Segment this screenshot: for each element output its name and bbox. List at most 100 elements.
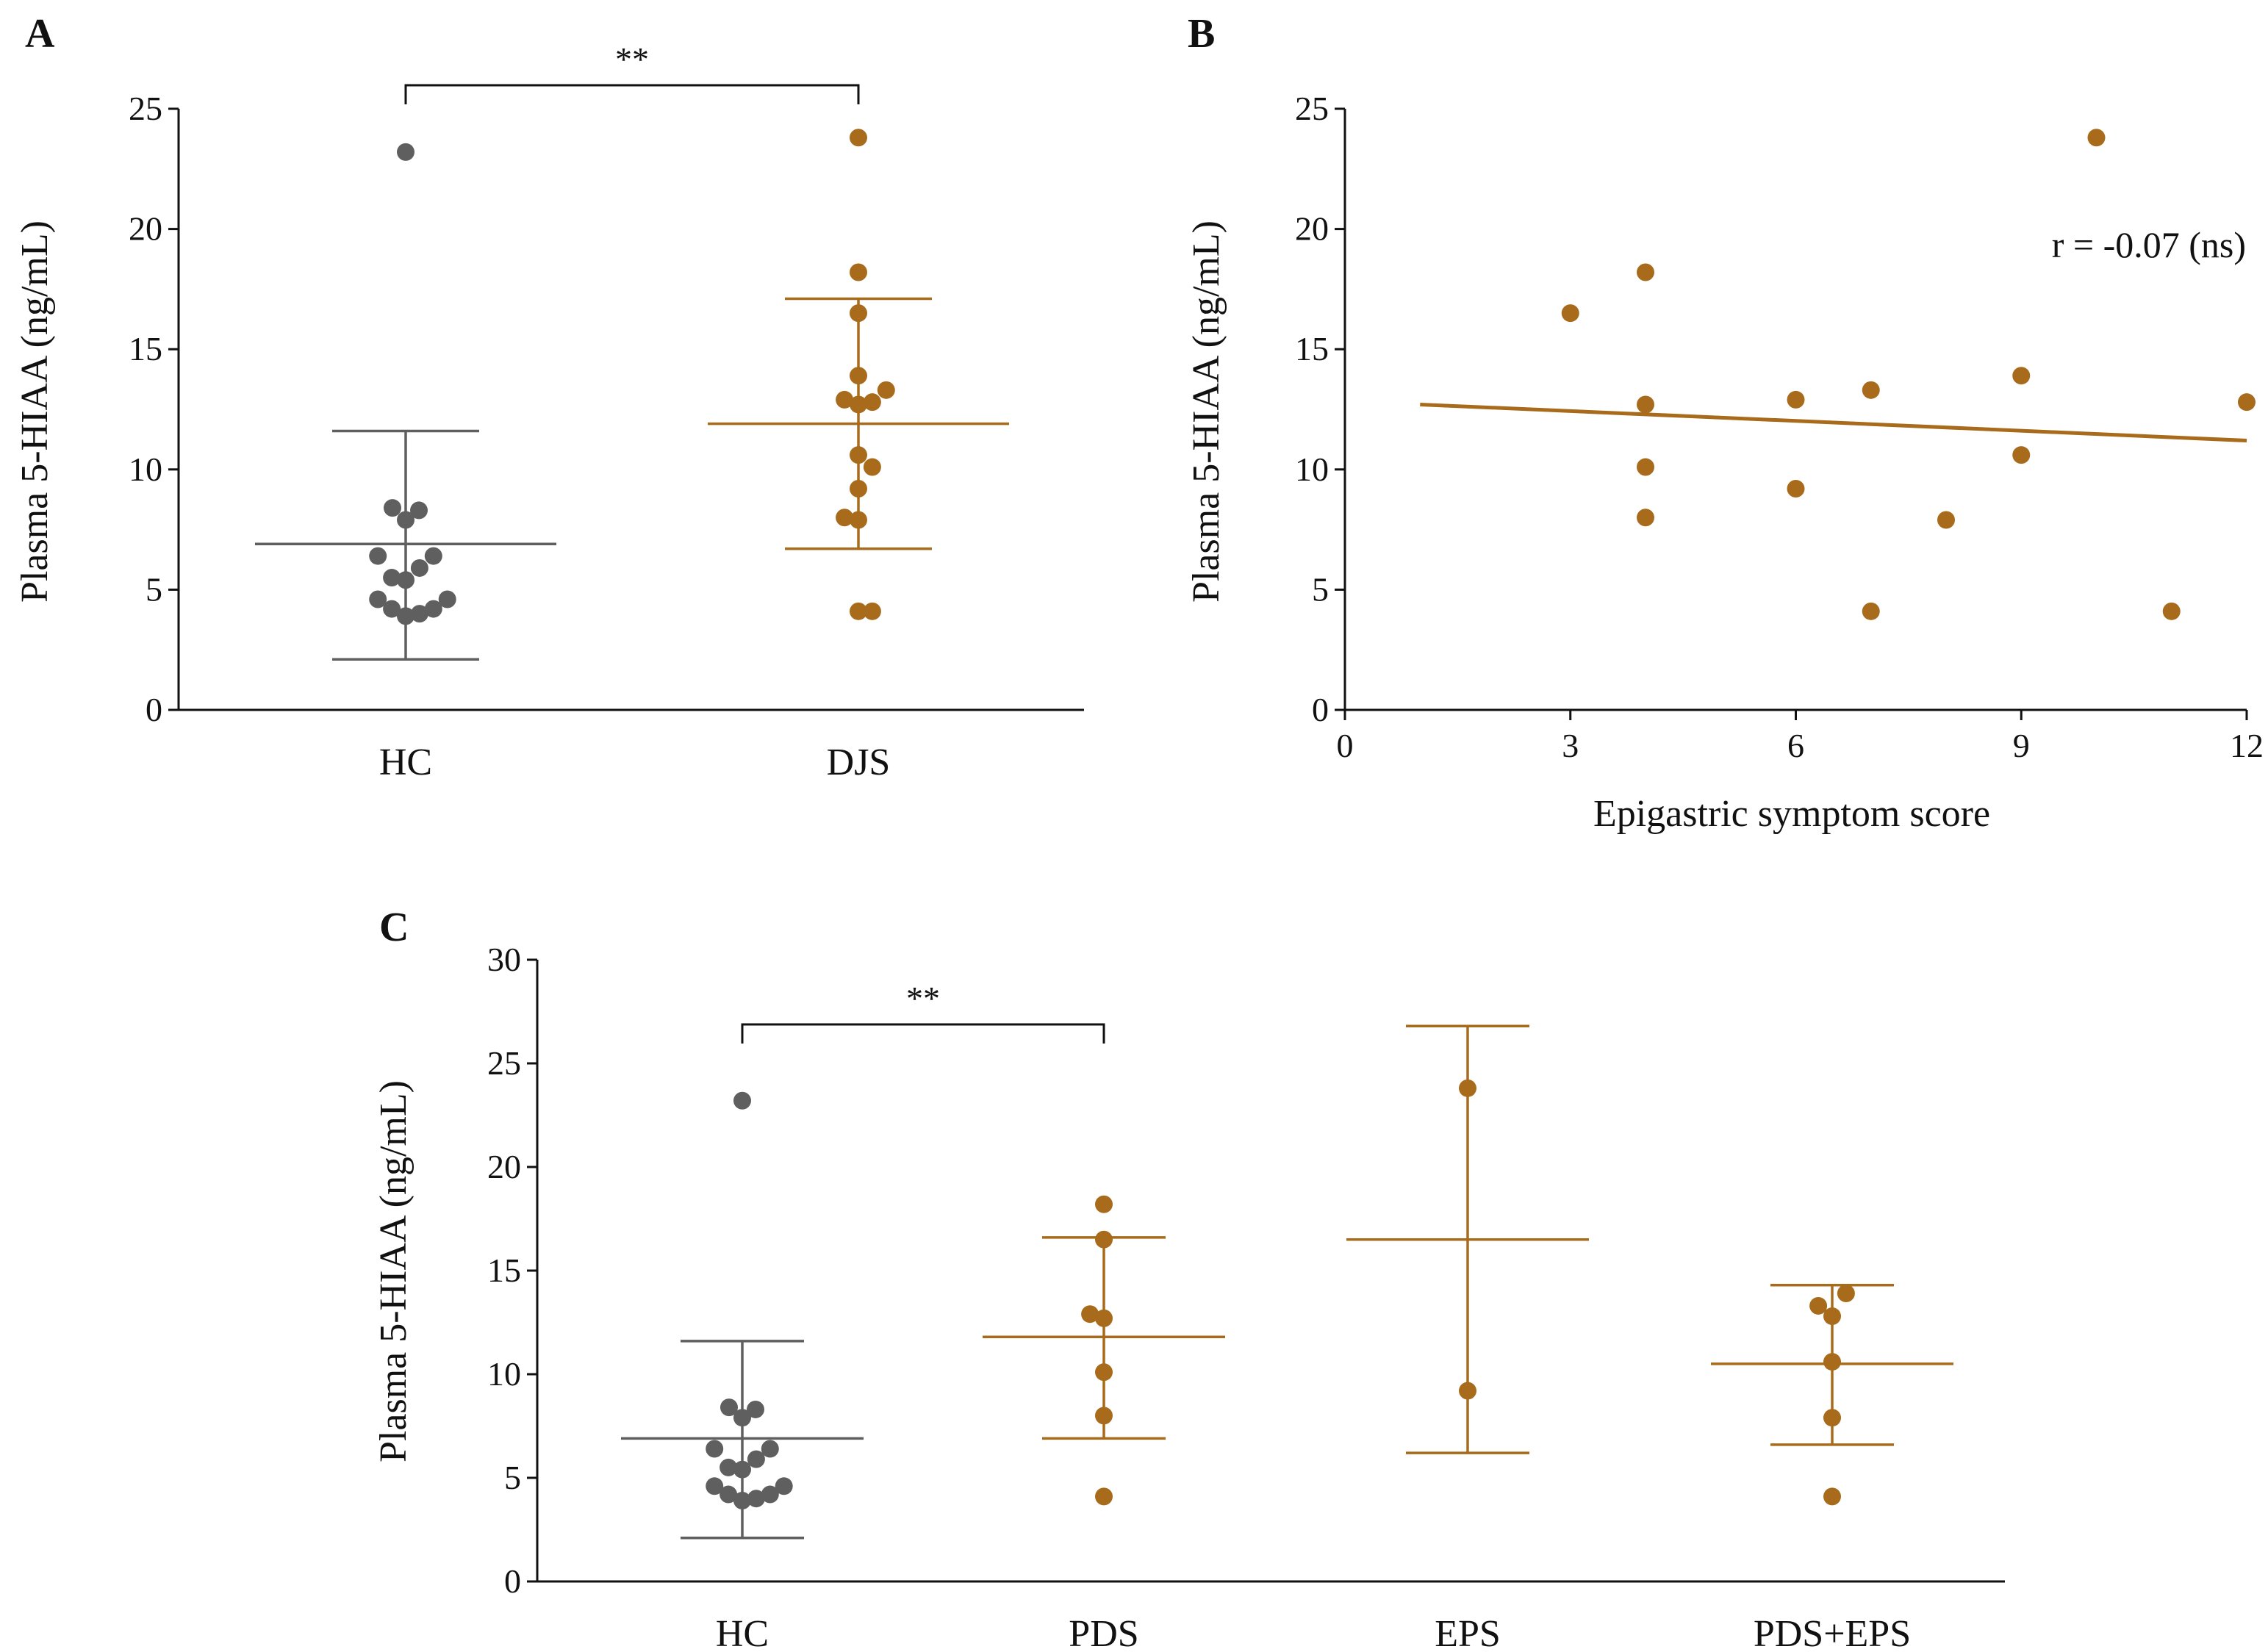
panel-b-point-11 [2012,446,2031,464]
panel-b-x-tick-label-9: 9 [2013,727,2030,764]
panel-a-hc-point-10 [438,590,456,608]
panel-b-y-tick-label-25: 25 [1295,90,1329,127]
panel-c-y-tick-label-15: 15 [487,1251,521,1289]
panel-c-pds-point-0 [1095,1195,1113,1213]
panel-c-pds-eps-label: PDS+EPS [1754,1613,1911,1652]
panel-a-hc-point-0 [397,143,415,161]
panel-a-hc-point-7 [383,569,401,587]
panel-c-y-tick-label-5: 5 [504,1459,521,1496]
panel-b-y-tick-label-15: 15 [1295,330,1329,367]
panel-b-fit-line [1420,402,2247,443]
panel-c-hc-point-9 [706,1477,724,1495]
panel-b-x-tick-label-12: 12 [2230,727,2264,764]
panel-c-pds-eps-point-0 [1837,1285,1855,1303]
panel-c-y-tick-label-30: 30 [487,941,521,978]
panel-a-hc-point-6 [410,559,428,577]
panel-a-letter: A [25,11,55,57]
panel-c-pds-point-4 [1095,1363,1113,1382]
panel-c-hc-point-12 [761,1485,779,1504]
panel-b-x-tick-label-6: 6 [1787,727,1804,764]
panel-b-point-10 [2012,367,2031,385]
panel-c-eps-label: EPS [1435,1613,1501,1652]
panel-b-point-7 [1862,381,1880,399]
panel-c-hc-label: HC [716,1613,769,1652]
panel-c-groups [621,1024,1953,1540]
panel-b-y-axis: 0 5 10 15 20 25 [1295,90,1346,728]
panel-c-hc-point-4 [706,1440,724,1458]
panel-c-pds-point-2 [1081,1305,1099,1324]
panel-c-pds-point-6 [1095,1487,1113,1506]
panel-a-djs-point-8 [850,446,867,464]
panel-c-y-tick-label-10: 10 [487,1355,521,1393]
panel-a-y-tick-label-20: 20 [129,210,162,248]
panel-c-y-tick-label-20: 20 [487,1148,521,1185]
panel-c-eps-point-0 [1459,1079,1476,1097]
panel-a-djs-point-6 [863,393,881,412]
panel-a-djs-point-10 [850,479,867,498]
panel-c-pds-point-1 [1095,1230,1113,1249]
panel-c-x-axis: HC PDS EPS PDS+EPS [537,1580,2005,1652]
panel-a-y-tick-label-10: 10 [129,450,162,488]
panel-a-djs-point-2 [850,304,867,323]
panel-b-y-axis-title: Plasma 5-HIAA (ng/mL) [1185,220,1227,603]
panel-b-point-8 [1862,602,1880,620]
panel-a-hc-point-2 [410,501,428,520]
panel-c-hc-point-6 [747,1450,765,1468]
panel-a-y-axis-title: Plasma 5-HIAA (ng/mL) [14,220,56,603]
panel-c-pds-eps-point-1 [1809,1296,1828,1315]
panel-c-hc-point-2 [747,1400,764,1418]
panel-c-hc-point-11 [719,1485,738,1504]
panel-c-hc-point-3 [733,1409,751,1427]
panel-c-pds-eps-point-2 [1823,1307,1841,1326]
panel-c-significance-bracket-0 [741,1023,1105,1044]
panel-c-hc-point-7 [719,1458,738,1476]
panel-b-x-tick-label-3: 3 [1562,727,1579,764]
panel-c-pds-eps-point-5 [1823,1487,1841,1506]
panel-a-djs-point-1 [850,263,867,281]
panel-b-points [1561,129,2256,620]
panel-a-significance-label-0: ** [615,40,649,78]
panel-a-y-tick-label-25: 25 [129,90,162,127]
panel-a-hc-point-8 [397,571,415,589]
panel-c: C 0 5 10 15 20 25 30 HC PDS EPS PDS+EPS ** Plasma… [373,905,2005,1652]
panel-a-djs-point-0 [850,129,867,147]
panel-c-pds-point-3 [1095,1309,1113,1327]
panel-a-djs-point-13 [850,602,867,620]
panel-c-hc-point-1 [720,1398,738,1417]
panel-a-djs-point-5 [836,390,854,409]
panel-b-point-2 [1637,395,1654,414]
panel-a-djs-point-11 [836,509,854,527]
panel-a-hc-point-13 [410,605,428,623]
panel-b-point-1 [1637,263,1654,281]
panel-a-hc-point-14 [397,607,415,625]
panel-c-significance: ** [741,980,1105,1044]
panel-a-hc-point-12 [424,600,442,618]
panel-a-hc-point-9 [369,590,387,608]
panel-a-significance: ** [404,40,860,104]
panel-a-hc-point-1 [384,499,401,517]
panel-a-hc-point-11 [383,600,401,618]
panel-c-hc-point-8 [733,1460,751,1479]
panel-b-point-14 [2238,393,2256,412]
panel-a-djs-point-7 [850,395,867,414]
panel-a: A 0 5 10 15 20 25 HC DJS ** Plasma 5-HIAA (ng/… [14,11,1084,783]
panel-c-y-tick-label-25: 25 [487,1044,521,1082]
panel-c-y-axis-title: Plasma 5-HIAA (ng/mL) [373,1080,415,1462]
panel-a-hc-point-5 [424,547,442,565]
panel-a-djs-point-14 [863,602,881,620]
panel-a-djs-point-12 [850,511,867,529]
panel-b: B 0 5 10 15 20 25 0 3 6 9 12 r = -0.07 (ns) Epiga… [1185,11,2264,835]
panel-a-hc-point-3 [397,511,415,529]
panel-b-point-0 [1561,304,1579,323]
panel-b-point-9 [1937,511,1955,529]
panel-c-y-tick-label-0: 0 [504,1562,521,1600]
panel-a-djs-point-9 [863,458,881,476]
panel-c-eps-point-1 [1459,1382,1476,1400]
panel-a-hc-label: HC [379,741,432,783]
panel-b-y-tick-label-0: 0 [1312,691,1329,728]
panel-a-y-tick-label-0: 0 [146,691,162,728]
panel-a-y-axis: 0 5 10 15 20 25 [129,90,180,728]
panel-c-pds-eps-point-4 [1823,1409,1841,1427]
panel-a-y-tick-label-5: 5 [146,570,162,608]
